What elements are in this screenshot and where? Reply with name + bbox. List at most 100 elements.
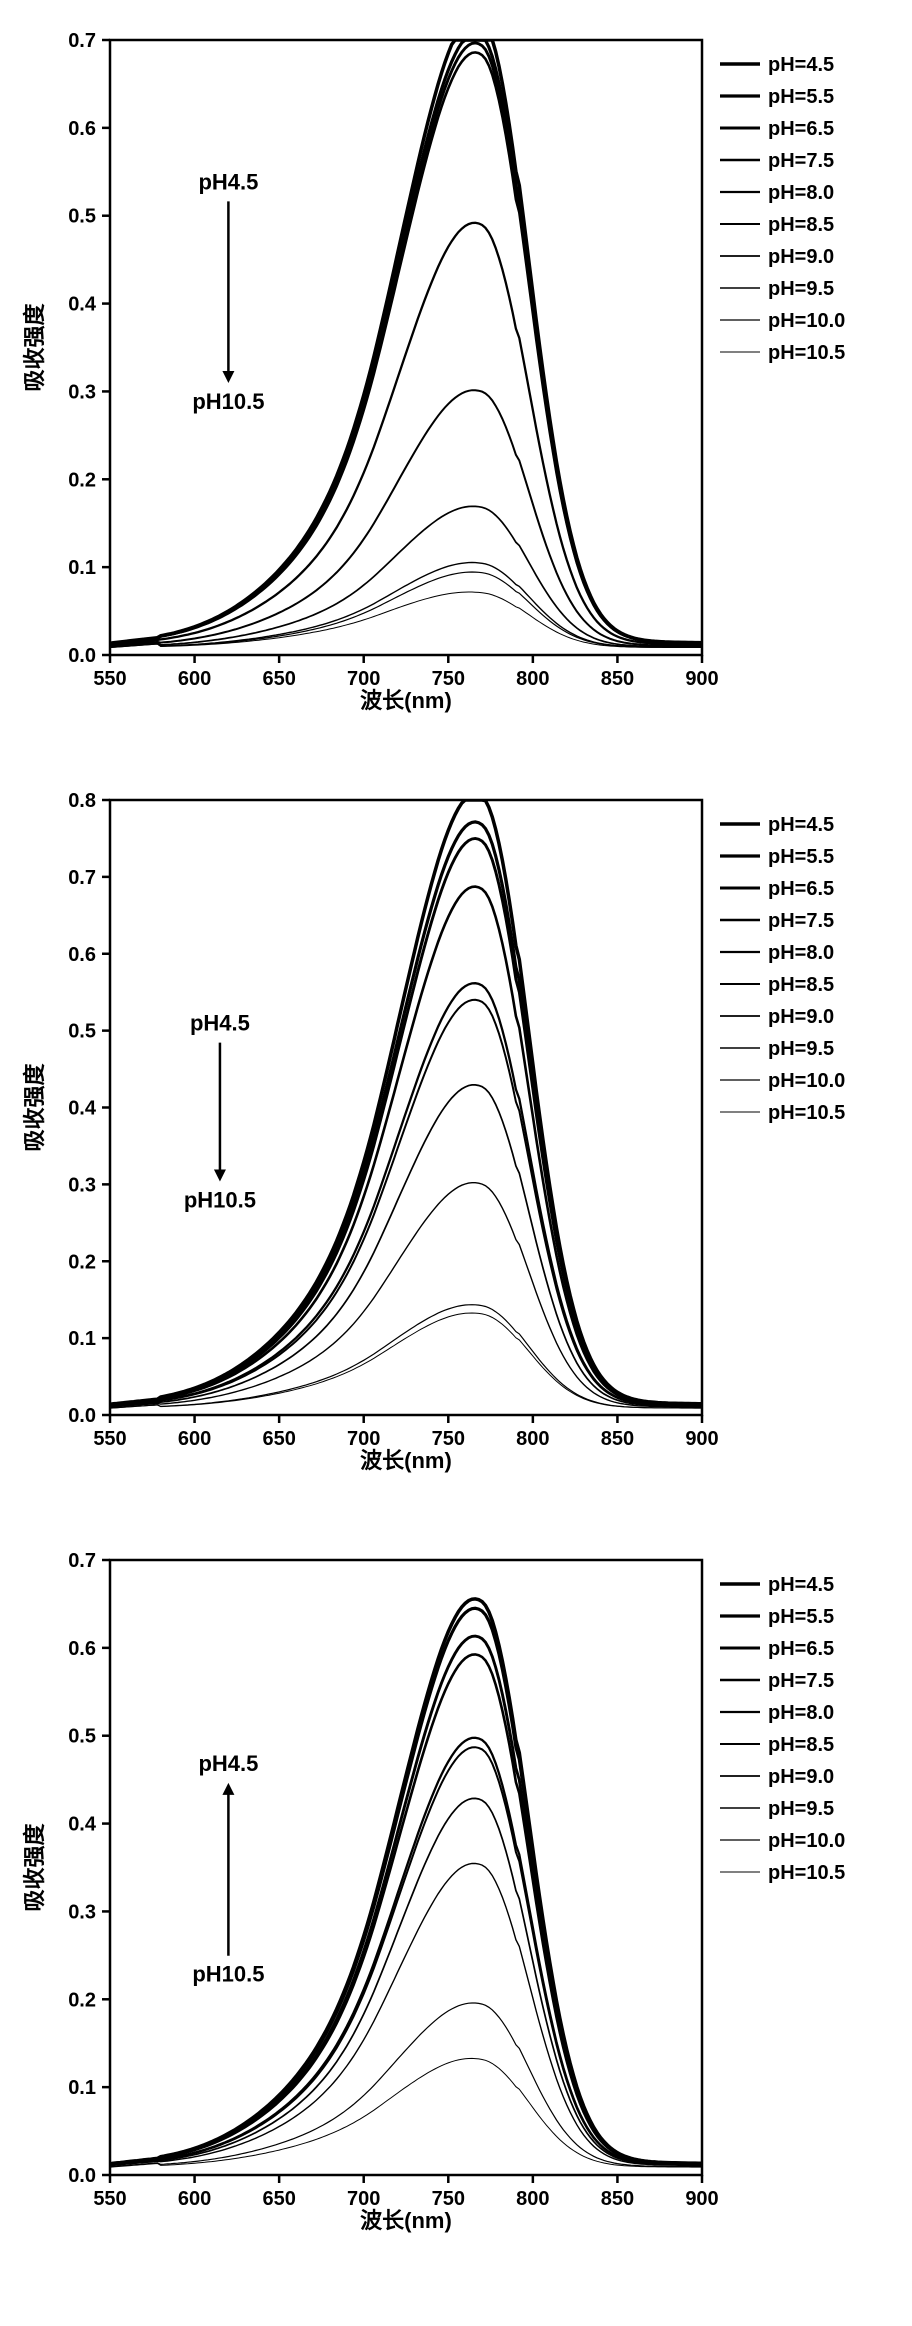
x-tick-label: 550 — [93, 1428, 126, 1450]
legend-label: pH=5.5 — [768, 846, 834, 868]
y-tick-label: 0.4 — [68, 1814, 97, 1836]
y-tick-label: 0.0 — [68, 2165, 96, 2187]
legend-label: pH=4.5 — [768, 814, 834, 836]
x-tick-label: 850 — [601, 668, 634, 690]
legend-label: pH=9.5 — [768, 1798, 834, 1820]
x-tick-label: 800 — [516, 1428, 549, 1450]
y-tick-label: 0.2 — [68, 1251, 96, 1273]
chart-bg — [20, 780, 892, 1480]
chart-container-2: 550 600 650 700 750 800 850 900 0.0 0.1 0.2 0.3 0.4 0… — [20, 780, 892, 1480]
absorption-chart-2: 550 600 650 700 750 800 850 900 0.0 0.1 0.2 0.3 0.4 0… — [20, 780, 892, 1480]
x-tick-label: 900 — [685, 1428, 718, 1450]
legend-label: pH=9.0 — [768, 1766, 834, 1788]
y-tick-label: 0.2 — [68, 1989, 96, 2011]
legend-label: pH=6.5 — [768, 118, 834, 140]
x-tick-label: 700 — [347, 1428, 380, 1450]
y-tick-label: 0.7 — [68, 30, 96, 52]
x-axis-label: 波长(nm) — [360, 688, 452, 713]
x-tick-label: 800 — [516, 2188, 549, 2210]
legend-label: pH=7.5 — [768, 150, 834, 172]
x-tick-label: 750 — [432, 668, 465, 690]
legend-label: pH=9.0 — [768, 1006, 834, 1028]
y-tick-label: 0.6 — [68, 944, 96, 966]
annotation-bottom: pH10.5 — [192, 1962, 264, 1987]
y-tick-label: 0.3 — [68, 381, 96, 403]
x-tick-label: 850 — [601, 1428, 634, 1450]
y-tick-label: 0.5 — [68, 206, 96, 228]
legend-label: pH=10.0 — [768, 1830, 845, 1852]
legend-label: pH=6.5 — [768, 1638, 834, 1660]
chart-bg — [20, 1540, 892, 2240]
y-tick-label: 0.2 — [68, 469, 96, 491]
y-tick-label: 0.4 — [68, 1098, 97, 1120]
legend-label: pH=10.5 — [768, 1102, 845, 1124]
x-tick-label: 800 — [516, 668, 549, 690]
y-tick-label: 0.1 — [68, 2077, 96, 2099]
y-tick-label: 0.0 — [68, 1405, 96, 1427]
chart-bg — [20, 20, 892, 720]
legend-label: pH=8.5 — [768, 214, 834, 236]
y-axis-label: 吸收强度 — [22, 1823, 47, 1912]
x-tick-label: 700 — [347, 668, 380, 690]
x-tick-label: 600 — [178, 1428, 211, 1450]
x-tick-label: 650 — [262, 2188, 295, 2210]
legend-label: pH=5.5 — [768, 1606, 834, 1628]
y-tick-label: 0.7 — [68, 1550, 96, 1572]
x-tick-label: 900 — [685, 2188, 718, 2210]
x-tick-label: 900 — [685, 668, 718, 690]
x-tick-label: 750 — [432, 2188, 465, 2210]
y-tick-label: 0.6 — [68, 118, 96, 140]
x-tick-label: 550 — [93, 2188, 126, 2210]
y-tick-label: 0.7 — [68, 867, 96, 889]
legend-label: pH=8.5 — [768, 974, 834, 996]
y-tick-label: 0.5 — [68, 1726, 96, 1748]
legend-label: pH=6.5 — [768, 878, 834, 900]
legend-label: pH=4.5 — [768, 54, 834, 76]
legend-label: pH=9.5 — [768, 278, 834, 300]
legend-label: pH=8.0 — [768, 182, 834, 204]
legend-label: pH=10.5 — [768, 1862, 845, 1884]
legend-label: pH=10.0 — [768, 310, 845, 332]
y-tick-label: 0.6 — [68, 1638, 96, 1660]
x-tick-label: 650 — [262, 1428, 295, 1450]
legend-label: pH=10.0 — [768, 1070, 845, 1092]
y-tick-label: 0.3 — [68, 1901, 96, 1923]
y-tick-label: 0.3 — [68, 1174, 96, 1196]
legend-label: pH=8.0 — [768, 942, 834, 964]
x-axis-label: 波长(nm) — [360, 2208, 452, 2233]
absorption-chart-3: 550 600 650 700 750 800 850 900 0.0 0.1 0.2 0.3 0.4 0… — [20, 1540, 892, 2240]
y-tick-label: 0.5 — [68, 1021, 96, 1043]
x-tick-label: 600 — [178, 668, 211, 690]
x-tick-label: 850 — [601, 2188, 634, 2210]
annotation-bottom: pH10.5 — [184, 1187, 256, 1212]
legend-label: pH=8.0 — [768, 1702, 834, 1724]
legend-label: pH=10.5 — [768, 342, 845, 364]
y-tick-label: 0.8 — [68, 790, 96, 812]
y-axis-label: 吸收强度 — [22, 303, 47, 392]
y-tick-label: 0.1 — [68, 557, 96, 579]
legend-label: pH=7.5 — [768, 1670, 834, 1692]
y-tick-label: 0.0 — [68, 645, 96, 667]
legend-label: pH=7.5 — [768, 910, 834, 932]
annotation-top: pH4.5 — [198, 1751, 258, 1776]
legend-label: pH=9.5 — [768, 1038, 834, 1060]
chart-container-1: 550 600 650 700 750 800 850 900 0.0 0.1 0.2 0.3 0.4 0… — [20, 20, 892, 720]
x-tick-label: 750 — [432, 1428, 465, 1450]
legend-label: pH=4.5 — [768, 1574, 834, 1596]
y-axis-label: 吸收强度 — [22, 1063, 47, 1152]
x-tick-label: 700 — [347, 2188, 380, 2210]
y-tick-label: 0.1 — [68, 1328, 96, 1350]
x-tick-label: 550 — [93, 668, 126, 690]
chart-container-3: 550 600 650 700 750 800 850 900 0.0 0.1 0.2 0.3 0.4 0… — [20, 1540, 892, 2240]
x-tick-label: 600 — [178, 2188, 211, 2210]
x-tick-label: 650 — [262, 668, 295, 690]
annotation-bottom: pH10.5 — [192, 389, 264, 414]
annotation-top: pH4.5 — [190, 1011, 250, 1036]
legend-label: pH=9.0 — [768, 246, 834, 268]
annotation-top: pH4.5 — [198, 169, 258, 194]
absorption-chart-1: 550 600 650 700 750 800 850 900 0.0 0.1 0.2 0.3 0.4 0… — [20, 20, 892, 720]
x-axis-label: 波长(nm) — [360, 1448, 452, 1473]
y-tick-label: 0.4 — [68, 294, 97, 316]
legend-label: pH=5.5 — [768, 86, 834, 108]
legend-label: pH=8.5 — [768, 1734, 834, 1756]
